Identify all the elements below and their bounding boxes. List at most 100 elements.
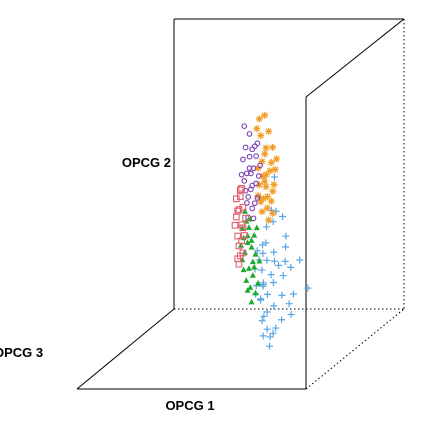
data-point-plus-0-49 xyxy=(260,279,268,287)
data-point-circle-2-13 xyxy=(255,173,262,179)
data-point-triangle-3-25 xyxy=(244,239,251,245)
data-point-triangle-3-3 xyxy=(251,263,258,270)
data-point-asterisk-1-4 xyxy=(267,159,275,167)
data-point-circle-2-20 xyxy=(249,146,256,153)
data-point-asterisk-1-12 xyxy=(270,181,278,189)
data-point-plus-0-41 xyxy=(259,332,267,340)
data-point-asterisk-1-25 xyxy=(263,193,271,201)
data-point-asterisk-1-20 xyxy=(255,115,263,123)
data-point-asterisk-1-6 xyxy=(257,132,265,140)
data-point-asterisk-1-9 xyxy=(259,195,267,203)
y-axis-label: OPCG 2 xyxy=(122,155,171,170)
data-point-plus-0-0 xyxy=(259,249,267,257)
data-point-square-4-4 xyxy=(236,193,244,201)
data-point-asterisk-1-22 xyxy=(265,216,273,224)
data-point-plus-0-36 xyxy=(258,266,266,274)
data-point-circle-2-1 xyxy=(250,165,257,172)
data-point-plus-0-24 xyxy=(270,173,278,181)
data-point-plus-0-18 xyxy=(278,316,286,324)
data-point-plus-0-32 xyxy=(285,300,293,308)
data-point-plus-0-10 xyxy=(270,248,278,256)
data-point-square-4-18 xyxy=(239,224,247,232)
data-point-triangle-3-19 xyxy=(249,258,256,265)
data-point-triangle-3-7 xyxy=(243,277,250,283)
data-point-triangle-3-17 xyxy=(253,224,260,231)
data-point-plus-0-25 xyxy=(296,256,304,264)
data-point-plus-0-2 xyxy=(275,261,283,269)
data-point-asterisk-1-24 xyxy=(259,172,267,180)
data-point-plus-0-31 xyxy=(272,324,280,332)
data-point-circle-2-14 xyxy=(244,200,250,206)
data-point-square-4-16 xyxy=(238,237,245,245)
data-point-plus-0-20 xyxy=(289,290,297,298)
data-point-square-4-14 xyxy=(232,195,240,203)
data-point-triangle-3-6 xyxy=(249,272,256,278)
data-point-asterisk-1-13 xyxy=(266,167,274,175)
data-point-plus-0-39 xyxy=(266,342,273,350)
data-point-asterisk-1-27 xyxy=(257,198,265,206)
data-point-circle-2-19 xyxy=(257,162,263,169)
data-point-plus-0-43 xyxy=(287,311,295,319)
data-point-asterisk-1-21 xyxy=(253,125,261,133)
data-point-asterisk-1-2 xyxy=(269,187,277,195)
data-point-circle-2-0 xyxy=(246,153,253,160)
data-point-plus-0-44 xyxy=(263,325,271,333)
data-point-triangle-3-21 xyxy=(256,257,263,264)
data-point-asterisk-1-29 xyxy=(261,111,269,119)
data-point-asterisk-1-7 xyxy=(265,127,273,135)
data-point-square-4-15 xyxy=(235,260,243,268)
data-point-plus-0-48 xyxy=(267,271,275,279)
data-point-plus-0-11 xyxy=(282,232,290,240)
data-point-asterisk-1-11 xyxy=(263,204,271,212)
data-point-plus-0-19 xyxy=(266,333,274,341)
data-point-circle-2-16 xyxy=(240,156,246,163)
data-point-plus-0-29 xyxy=(270,302,278,310)
data-point-plus-0-42 xyxy=(263,256,271,264)
data-point-triangle-3-15 xyxy=(248,298,255,305)
data-point-asterisk-1-14 xyxy=(261,150,269,158)
data-point-plus-0-45 xyxy=(253,247,261,255)
data-point-triangle-3-27 xyxy=(248,237,255,243)
data-point-asterisk-1-28 xyxy=(269,209,277,217)
data-point-plus-0-34 xyxy=(263,290,271,298)
data-point-triangle-3-14 xyxy=(238,242,244,248)
data-point-square-4-17 xyxy=(234,207,242,215)
data-point-asterisk-1-5 xyxy=(262,144,270,152)
data-point-asterisk-1-10 xyxy=(255,181,263,189)
data-point-asterisk-1-19 xyxy=(262,183,270,191)
data-point-square-4-19 xyxy=(236,186,244,194)
data-point-plus-0-38 xyxy=(279,212,287,220)
data-point-triangle-3-16 xyxy=(241,208,248,214)
data-point-plus-0-40 xyxy=(304,284,312,292)
data-point-plus-0-9 xyxy=(263,223,271,231)
data-point-asterisk-1-17 xyxy=(267,197,275,205)
data-point-square-4-5 xyxy=(232,213,240,221)
data-point-circle-2-2 xyxy=(244,170,250,177)
data-point-plus-0-17 xyxy=(258,317,266,325)
data-point-circle-2-27 xyxy=(249,182,256,189)
data-point-plus-0-30 xyxy=(257,296,265,304)
data-point-triangle-3-23 xyxy=(240,266,247,273)
data-point-plus-0-16 xyxy=(269,329,277,337)
data-point-asterisk-1-23 xyxy=(273,155,281,163)
data-point-circle-2-5 xyxy=(242,144,249,151)
data-point-asterisk-1-15 xyxy=(254,164,262,172)
data-point-triangle-3-24 xyxy=(252,289,259,296)
data-point-triangle-3-1 xyxy=(248,244,255,250)
data-point-circle-2-24 xyxy=(246,165,253,171)
z-axis-label: OPCG 3 xyxy=(0,345,43,360)
data-point-plus-0-47 xyxy=(281,257,289,265)
data-point-square-4-12 xyxy=(236,252,244,260)
x-axis-label: OPCG 1 xyxy=(165,398,214,413)
frame-top-right-diagonal xyxy=(305,18,405,98)
frame-hidden-floor-right xyxy=(305,308,405,390)
data-point-triangle-3-13 xyxy=(251,231,258,238)
data-point-circle-2-11 xyxy=(246,131,253,137)
data-point-circle-2-25 xyxy=(254,140,261,147)
data-point-circle-2-12 xyxy=(253,153,259,159)
data-point-circle-2-26 xyxy=(238,171,245,178)
data-point-circle-2-7 xyxy=(245,194,252,200)
data-point-circle-2-17 xyxy=(248,170,254,177)
data-point-circle-2-23 xyxy=(241,123,248,130)
